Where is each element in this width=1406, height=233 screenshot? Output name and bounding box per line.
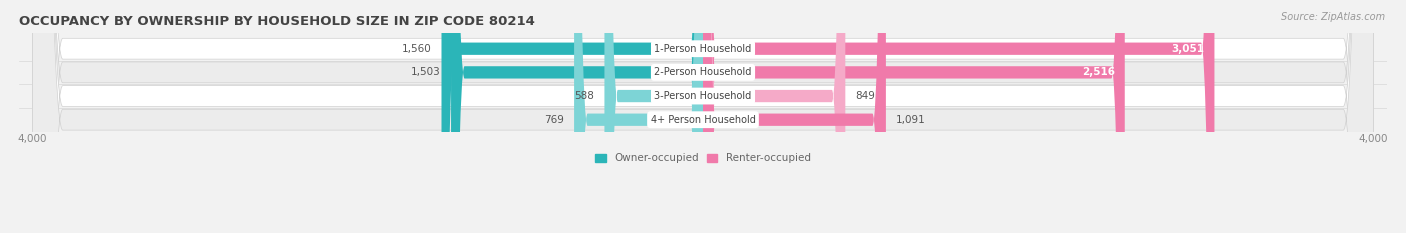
Text: 1,560: 1,560: [402, 44, 432, 54]
Text: 1-Person Household: 1-Person Household: [654, 44, 752, 54]
Text: 2-Person Household: 2-Person Household: [654, 67, 752, 77]
Text: 769: 769: [544, 115, 564, 125]
Legend: Owner-occupied, Renter-occupied: Owner-occupied, Renter-occupied: [591, 149, 815, 168]
Text: Source: ZipAtlas.com: Source: ZipAtlas.com: [1281, 12, 1385, 22]
Text: 3-Person Household: 3-Person Household: [654, 91, 752, 101]
Text: OCCUPANCY BY OWNERSHIP BY HOUSEHOLD SIZE IN ZIP CODE 80214: OCCUPANCY BY OWNERSHIP BY HOUSEHOLD SIZE…: [20, 15, 534, 28]
FancyBboxPatch shape: [451, 0, 703, 233]
Text: 1,503: 1,503: [411, 67, 441, 77]
Text: 588: 588: [575, 91, 595, 101]
Text: 2,516: 2,516: [1081, 67, 1115, 77]
Text: 849: 849: [855, 91, 876, 101]
FancyBboxPatch shape: [32, 0, 1374, 233]
FancyBboxPatch shape: [32, 0, 1374, 233]
FancyBboxPatch shape: [32, 0, 1374, 233]
FancyBboxPatch shape: [703, 0, 1215, 233]
FancyBboxPatch shape: [703, 0, 886, 233]
FancyBboxPatch shape: [703, 0, 845, 233]
FancyBboxPatch shape: [703, 0, 1125, 233]
Text: 4+ Person Household: 4+ Person Household: [651, 115, 755, 125]
FancyBboxPatch shape: [605, 0, 703, 233]
FancyBboxPatch shape: [32, 0, 1374, 233]
Text: 3,051: 3,051: [1171, 44, 1205, 54]
FancyBboxPatch shape: [574, 0, 703, 233]
FancyBboxPatch shape: [441, 0, 703, 233]
Text: 1,091: 1,091: [896, 115, 925, 125]
